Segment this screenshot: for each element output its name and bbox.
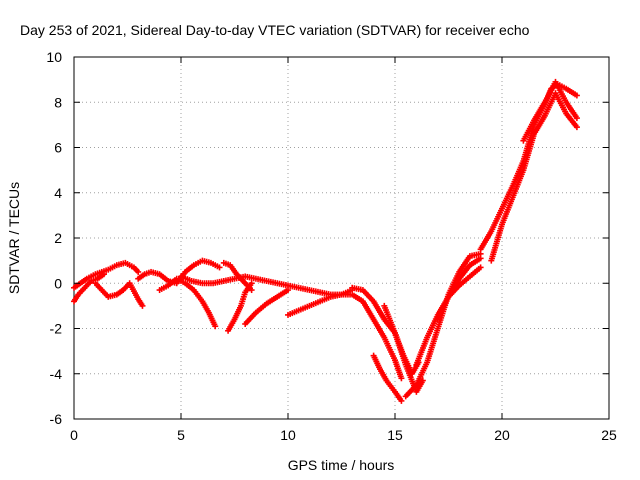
y-tick-label: 8: [54, 94, 62, 110]
data-point: [398, 397, 405, 404]
y-tick-label: 0: [54, 275, 62, 291]
data-point: [573, 92, 580, 99]
x-tick-label: 15: [387, 427, 403, 443]
x-tick-label: 5: [177, 427, 185, 443]
data-point: [212, 323, 219, 330]
x-tick-label: 20: [494, 427, 510, 443]
y-tick-label: 6: [54, 140, 62, 156]
y-tick-label: 2: [54, 230, 62, 246]
axis-ticks: 0 5 10 15 20 25 -6 -4 -2 0 2 4 6 8 10: [46, 49, 617, 443]
y-tick-label: -6: [50, 411, 63, 427]
y-tick-label: -2: [50, 321, 63, 337]
y-tick-label: 4: [54, 185, 62, 201]
y-tick-label: 10: [46, 49, 62, 65]
x-tick-label: 25: [601, 427, 617, 443]
data-point: [135, 268, 142, 275]
data-point: [398, 375, 405, 382]
x-tick-label: 10: [280, 427, 296, 443]
x-tick-label: 0: [70, 427, 78, 443]
grid-lines: [74, 57, 609, 419]
data-point: [477, 264, 484, 271]
chart-title: Day 253 of 2021, Sidereal Day-to-day VTE…: [20, 22, 530, 38]
x-axis-label: GPS time / hours: [288, 457, 395, 473]
y-tick-label: -4: [50, 366, 63, 382]
data-point: [573, 124, 580, 131]
data-point: [248, 280, 255, 287]
y-axis-label: SDTVAR / TECUs: [6, 182, 22, 294]
data-point: [100, 271, 107, 278]
data-point: [216, 264, 223, 271]
data-markers: [71, 78, 580, 404]
data-point: [285, 287, 291, 294]
data-point: [139, 302, 146, 309]
data-point: [573, 115, 580, 122]
data-point: [248, 287, 255, 294]
data-point: [477, 255, 484, 262]
